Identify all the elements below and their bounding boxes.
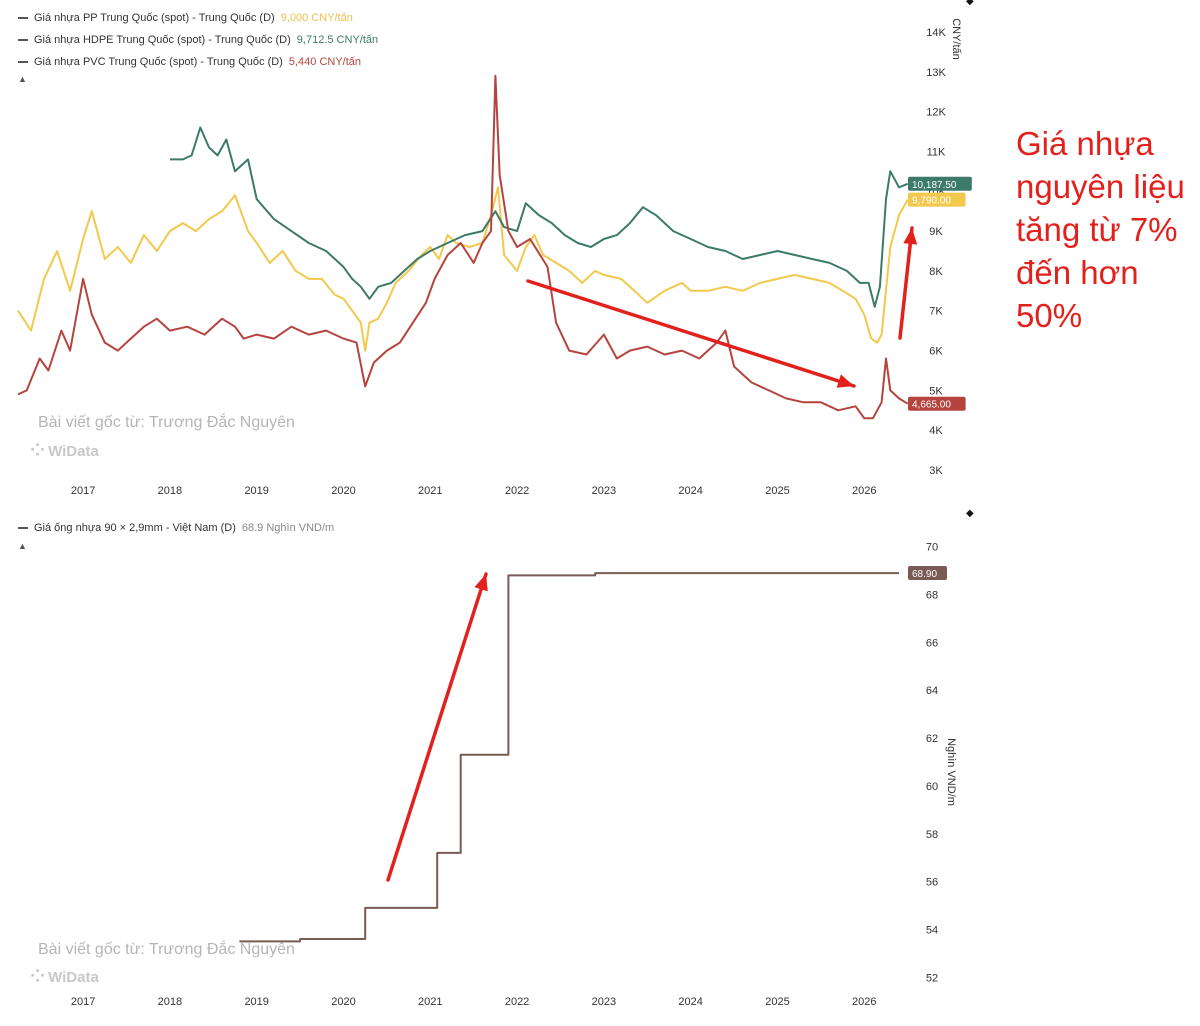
x-tick-label: 2018 <box>158 485 182 497</box>
legend-swatch <box>18 39 28 42</box>
series-line <box>17 74 909 420</box>
x-tick-label: 2023 <box>592 485 616 497</box>
legend-value: 9,712.5 CNY/tấn <box>296 34 379 46</box>
last-value-tag <box>908 176 972 191</box>
legend-entry-hdpe[interactable]: Giá nhựa HDPE Trung Quốc (spot) - Trung … <box>18 34 378 46</box>
y-tick-label: 54 <box>926 924 938 936</box>
brand-name: WiData <box>48 443 99 460</box>
legend-swatch <box>18 527 28 530</box>
y-tick-label: 8K <box>929 266 943 278</box>
x-tick-label: 2022 <box>505 996 529 1008</box>
x-tick-label: 2024 <box>678 996 702 1008</box>
x-tick-label: 2017 <box>71 485 95 497</box>
series-line <box>17 186 909 352</box>
y-tick-label: 6K <box>929 346 943 358</box>
pipe-price-arrow <box>386 572 488 882</box>
x-tick-label: 2020 <box>331 485 355 497</box>
x-tick-label: 2023 <box>592 996 616 1008</box>
series-line <box>239 572 899 943</box>
pipe-price-arrow-head <box>474 574 488 592</box>
y-axis-title: Nghìn VND/m <box>945 738 957 806</box>
watermark-text: Bài viết gốc từ: Trương Đắc Nguyên <box>38 414 295 431</box>
x-tick-label: 2020 <box>331 996 355 1008</box>
x-tick-label: 2021 <box>418 996 442 1008</box>
uptrend-arrow <box>898 226 914 340</box>
y-tick-label: 3K <box>929 465 943 477</box>
legend-swatch <box>18 17 28 20</box>
brand-logo: ⁘ WiData <box>30 966 99 987</box>
y-tick-label: 52 <box>926 972 938 984</box>
last-value-tag <box>908 396 966 411</box>
x-tick-label: 2024 <box>678 485 702 497</box>
brand-logo: ⁘ WiData <box>30 440 99 461</box>
uptrend-arrow-head <box>903 228 918 245</box>
legend-swatch <box>18 61 28 64</box>
y-tick-label: 12K <box>926 107 946 119</box>
y-tick-label: 5K <box>929 385 943 397</box>
legend-label: Giá nhựa HDPE Trung Quốc (spot) - Trung … <box>34 34 291 46</box>
x-tick-label: 2025 <box>765 996 789 1008</box>
x-tick-label: 2022 <box>505 485 529 497</box>
legend-label: Giá ống nhựa 90 × 2,9mm - Việt Nam (D) <box>34 522 236 534</box>
legend-entry-pp[interactable]: Giá nhựa PP Trung Quốc (spot) - Trung Qu… <box>18 12 353 24</box>
widata-logo-icon: ⁘ <box>30 966 45 986</box>
y-tick-label: 13K <box>926 67 946 79</box>
y-tick-label: 64 <box>926 685 938 697</box>
collapse-legend-icon[interactable]: ▲ <box>18 74 27 84</box>
last-value-label: 68.90 <box>912 569 937 580</box>
y-tick-label: 62 <box>926 733 938 745</box>
x-tick-label: 2026 <box>852 996 876 1008</box>
last-value-tag <box>908 566 947 581</box>
legend-value: 9,000 CNY/tấn <box>280 12 353 24</box>
watermark-text: Bài viết gốc từ: Trương Đắc Nguyên <box>38 941 295 958</box>
legend-label: Giá nhựa PP Trung Quốc (spot) - Trung Qu… <box>34 12 275 24</box>
y-tick-label: 56 <box>926 877 938 889</box>
x-tick-label: 2018 <box>158 996 182 1008</box>
x-tick-label: 2019 <box>244 485 268 497</box>
settings-icon[interactable]: ◆ <box>966 0 974 7</box>
annotation-text: Giá nhựa nguyên liệu tăng từ 7% đến hơn … <box>1016 125 1185 334</box>
legend-entry-pipe[interactable]: Giá ống nhựa 90 × 2,9mm - Việt Nam (D) 68… <box>18 522 334 534</box>
y-tick-label: 66 <box>926 637 938 649</box>
x-tick-label: 2025 <box>765 485 789 497</box>
y-tick-label: 58 <box>926 829 938 841</box>
y-tick-label: 60 <box>926 781 938 793</box>
x-tick-label: 2026 <box>852 485 876 497</box>
legend-value: 68.9 Nghìn VND/m <box>241 522 335 534</box>
collapse-legend-icon[interactable]: ▲ <box>18 541 27 551</box>
last-value-label: 10,187.50 <box>912 180 957 191</box>
last-value-label: 9,790.00 <box>912 196 951 207</box>
y-tick-label: 4K <box>929 425 943 437</box>
y-tick-label: 68 <box>926 590 938 602</box>
downtrend-arrow-head <box>836 374 854 388</box>
y-tick-label: 9K <box>929 226 943 238</box>
brand-name: WiData <box>48 969 99 986</box>
y-tick-label: 70 <box>926 542 938 554</box>
y-tick-label: 7K <box>929 306 943 318</box>
x-tick-label: 2017 <box>71 996 95 1008</box>
y-tick-label: 14K <box>926 27 946 39</box>
last-value-tag <box>908 192 966 207</box>
settings-icon[interactable]: ◆ <box>966 508 974 519</box>
last-value-label: 4,665.00 <box>912 400 951 411</box>
series-line <box>169 126 909 308</box>
downtrend-arrow <box>526 279 856 388</box>
y-tick-label: 11K <box>927 146 946 158</box>
legend-value: 5,440 CNY/tấn <box>288 56 362 68</box>
legend-label: Giá nhựa PVC Trung Quốc (spot) - Trung Q… <box>34 56 283 68</box>
y-axis-title: CNY/tấn <box>950 18 962 60</box>
x-tick-label: 2019 <box>244 996 268 1008</box>
legend-entry-pvc[interactable]: Giá nhựa PVC Trung Quốc (spot) - Trung Q… <box>18 56 361 68</box>
widata-logo-icon: ⁘ <box>30 440 45 460</box>
x-tick-label: 2021 <box>418 485 442 497</box>
